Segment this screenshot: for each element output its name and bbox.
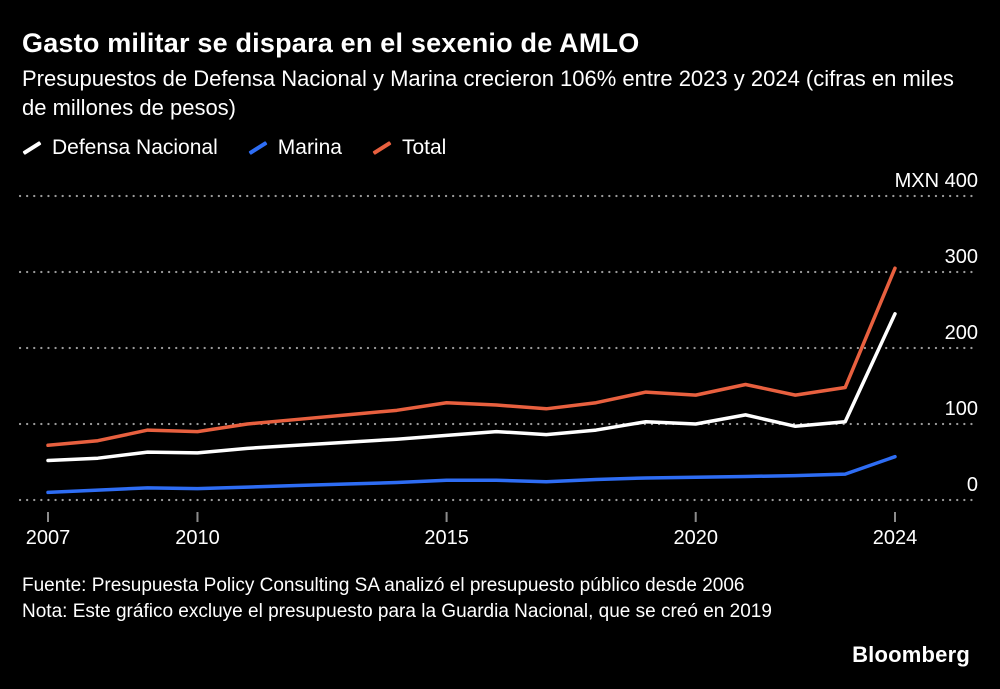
defensa-line-marker-icon: [22, 141, 42, 155]
legend-item-defensa: Defensa Nacional: [22, 136, 218, 160]
bloomberg-logo: Bloomberg: [852, 642, 970, 667]
svg-text:2007: 2007: [26, 527, 71, 549]
chart-title: Gasto militar se dispara en el sexenio d…: [22, 28, 640, 58]
svg-text:MXN 400: MXN 400: [895, 170, 978, 192]
svg-text:2020: 2020: [673, 527, 718, 549]
legend-label-defensa: Defensa Nacional: [52, 136, 218, 159]
total-line-marker-icon: [372, 141, 392, 155]
marina-line-marker-icon: [248, 141, 268, 155]
svg-text:200: 200: [945, 322, 978, 344]
legend-label-marina: Marina: [277, 136, 342, 159]
legend-item-total: Total: [372, 136, 446, 160]
source-note: Fuente: Presupuesta Policy Consulting SA…: [22, 575, 745, 596]
chart-canvas: 0 100 200 300 MXN 400 2007 2010 2015 2020 2024: [18, 170, 980, 549]
legend-item-marina: Marina: [248, 136, 342, 160]
chart-subtitle: Presupuestos de Defensa Nacional y Marin…: [22, 66, 954, 120]
svg-text:100: 100: [945, 398, 978, 420]
methodology-note: Nota: Este gráfico excluye el presupuest…: [22, 600, 772, 622]
footer: Fuente: Presupuesta Policy Consulting SA…: [22, 574, 832, 625]
svg-text:2024: 2024: [873, 527, 918, 549]
svg-text:300: 300: [945, 246, 978, 268]
svg-text:0: 0: [967, 474, 978, 496]
svg-text:2010: 2010: [175, 527, 220, 549]
legend: Defensa Nacional Marina Total: [22, 136, 446, 160]
legend-label-total: Total: [401, 136, 447, 159]
svg-text:2015: 2015: [424, 527, 469, 549]
